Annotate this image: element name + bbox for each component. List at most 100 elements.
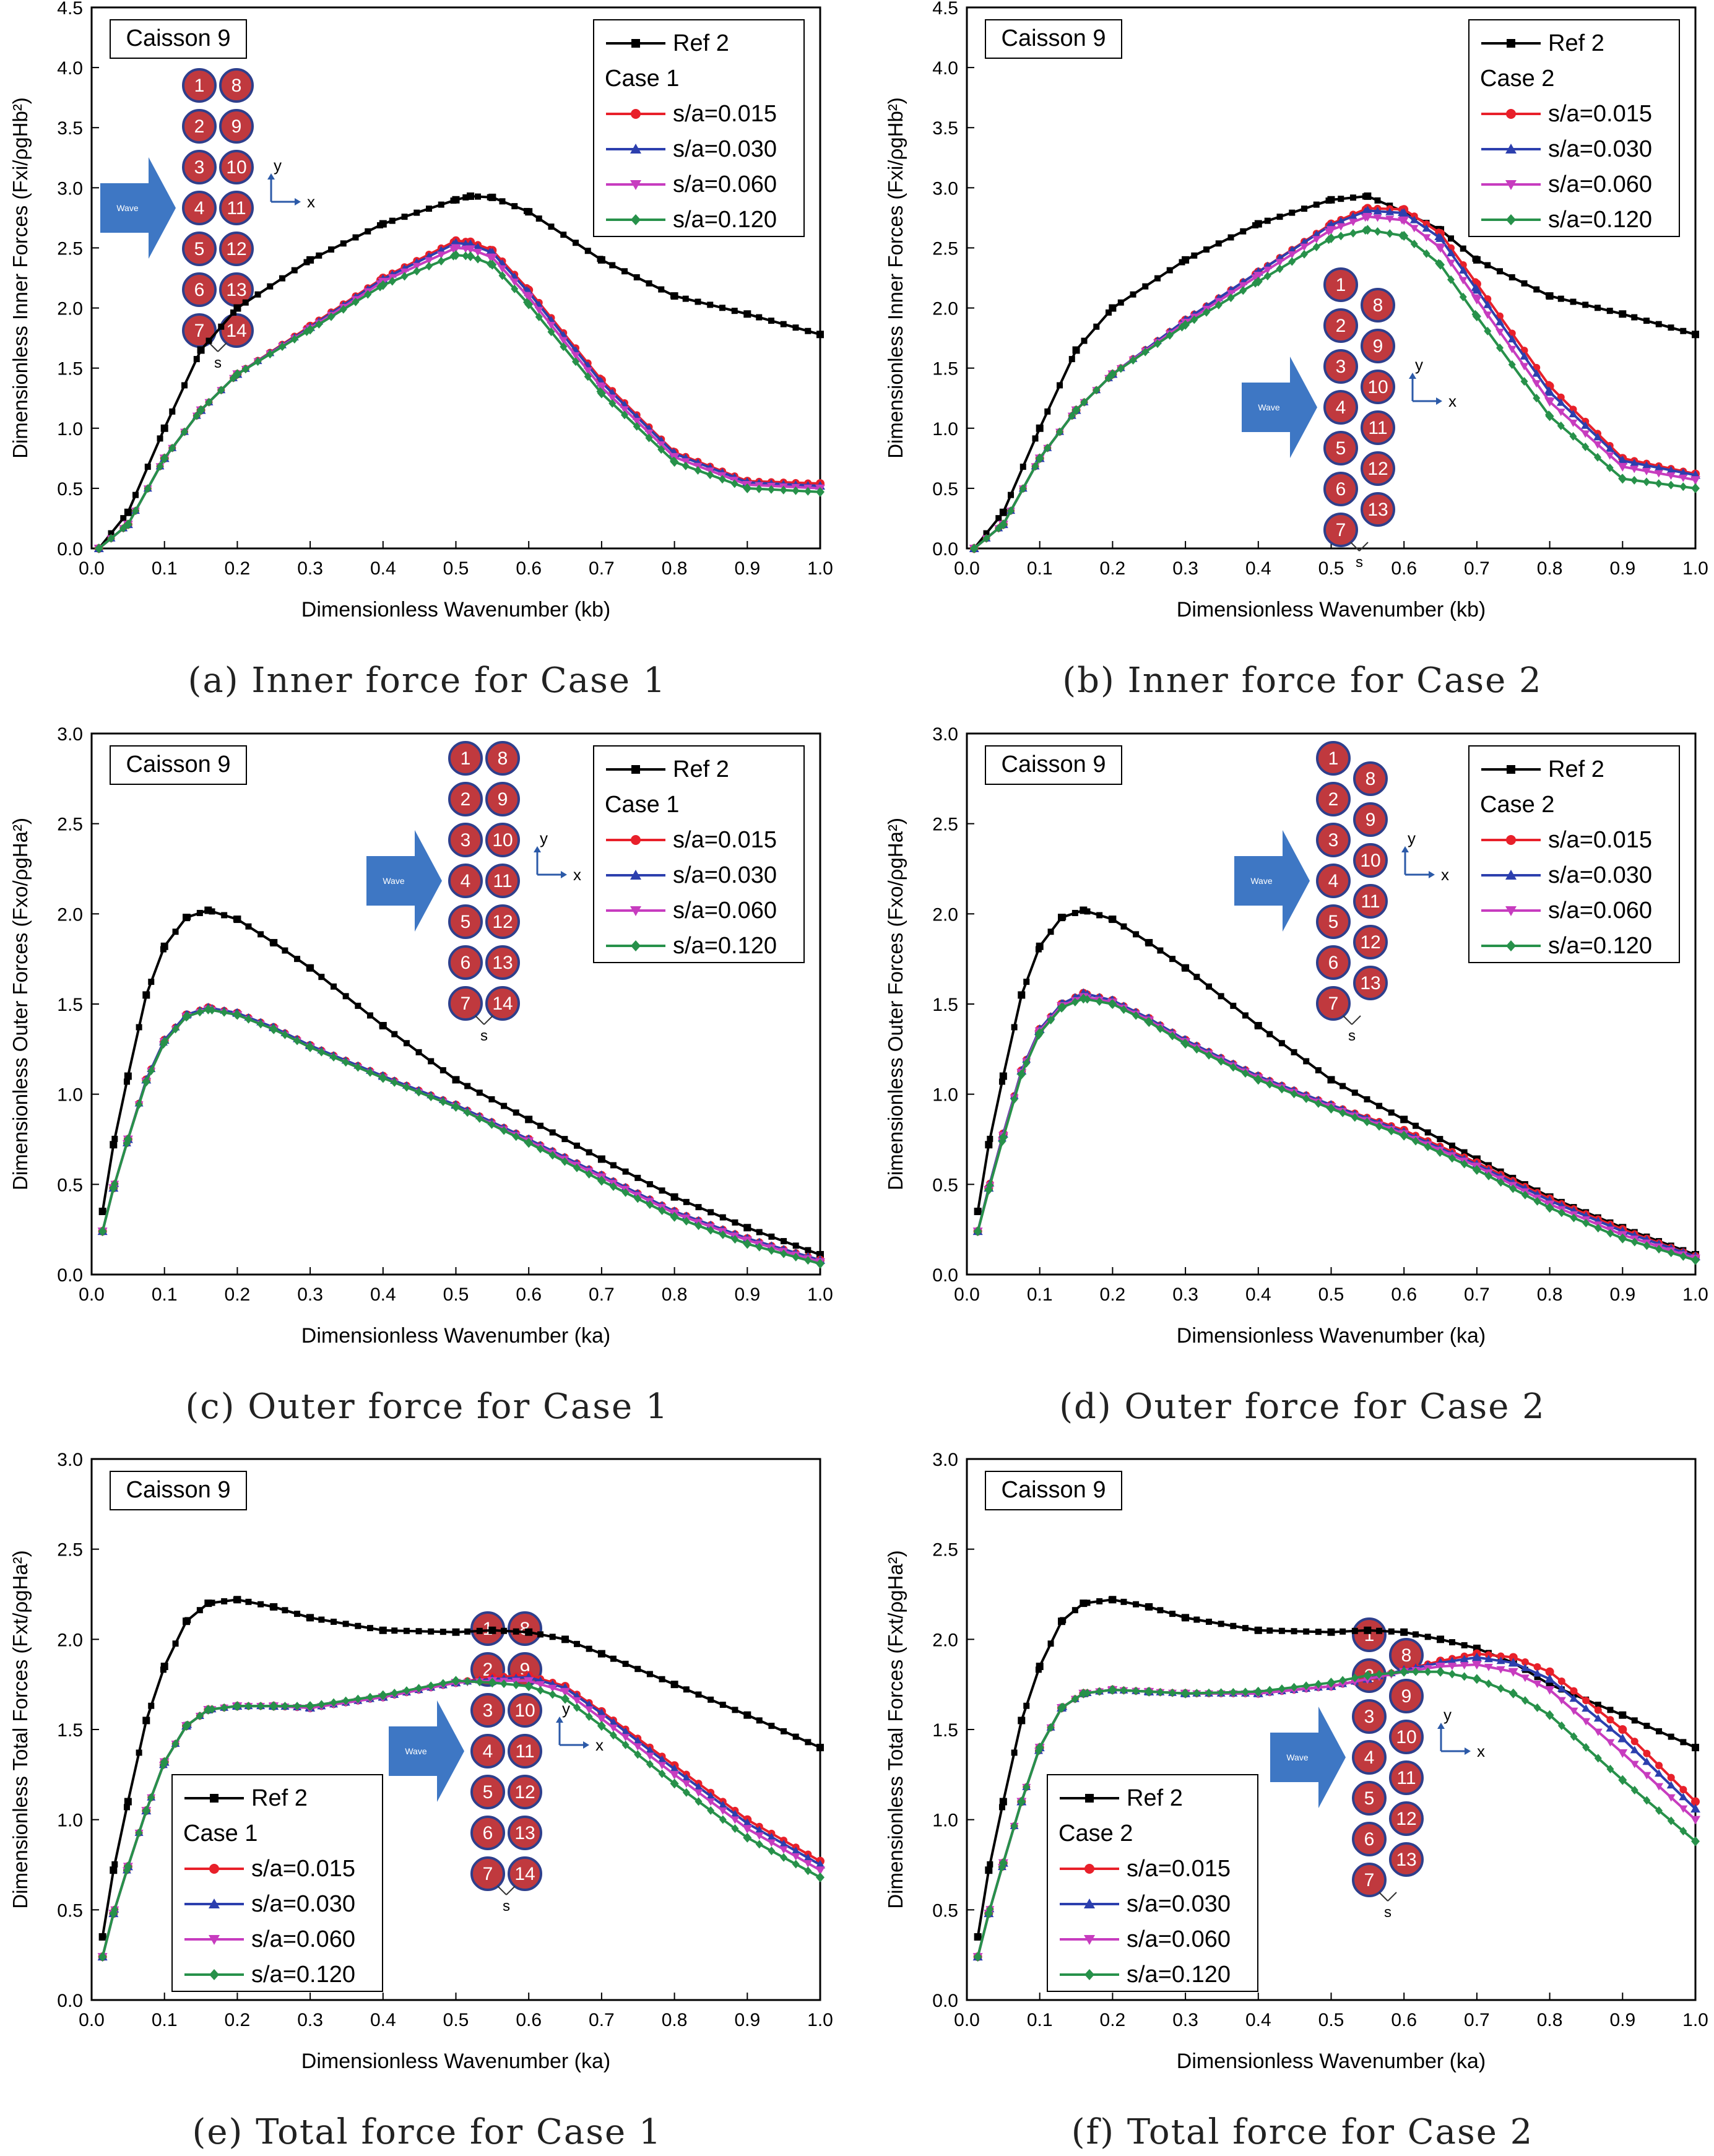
y-tick-label: 1.5	[57, 995, 83, 1015]
data-point	[1471, 285, 1482, 294]
data-point	[467, 192, 475, 200]
chart-panel: 0.0 0.1 0.2 0.3 0.4 0.5 0.6 0.7 0.8 0.9 1.0 0.0 0.5 1…	[884, 724, 1708, 1427]
series-point	[1594, 1754, 1602, 1763]
series-point	[366, 1068, 374, 1077]
panel-caption: (b) Inner force for Case 2	[1062, 660, 1542, 701]
x-tick-label: 0.0	[954, 1284, 980, 1305]
data-point	[670, 1193, 678, 1201]
legend-entry: s/a=0.015	[1548, 101, 1652, 127]
series-point	[1447, 259, 1456, 267]
data-point	[524, 1681, 534, 1692]
caisson-number: 8	[1373, 295, 1383, 316]
series-point	[1495, 329, 1505, 337]
y-tick-label: 0.5	[932, 479, 958, 500]
series-point	[1096, 997, 1104, 1007]
caisson-circle	[448, 782, 483, 816]
series-point	[340, 240, 347, 247]
series-point	[221, 912, 228, 919]
series-point	[620, 406, 630, 414]
series-point	[1595, 1702, 1601, 1708]
series-point	[536, 1681, 545, 1689]
series-point	[1227, 293, 1235, 303]
legend-swatch-marker	[1084, 1864, 1094, 1874]
series-point	[1582, 1743, 1590, 1752]
data-point	[596, 1715, 607, 1724]
series-point	[694, 1789, 703, 1797]
legend-swatch-marker	[1084, 1898, 1095, 1908]
x-tick-label: 0.3	[297, 558, 323, 579]
data-point	[306, 1701, 315, 1712]
data-point	[1327, 1628, 1335, 1636]
series-point	[1007, 506, 1015, 516]
data-point	[160, 424, 168, 432]
series-point	[986, 1905, 994, 1914]
x-tick-label: 0.7	[1464, 2010, 1490, 2030]
series-point	[206, 337, 212, 344]
series-point	[123, 1804, 130, 1811]
legend-group-label: Case 2	[1480, 792, 1554, 818]
series-point	[1484, 326, 1492, 336]
series-point	[792, 1252, 800, 1262]
legend-entry: Ref 2	[251, 1785, 308, 1811]
series-point	[156, 462, 164, 471]
caisson-circle	[508, 1775, 542, 1809]
series-point	[1655, 321, 1662, 327]
caisson-circle	[448, 823, 483, 857]
data-point	[233, 1596, 241, 1604]
series-point	[1388, 1109, 1395, 1116]
series-point	[1047, 1640, 1054, 1647]
series-point	[258, 1601, 264, 1608]
series-point	[1532, 369, 1541, 377]
series-point	[1239, 282, 1248, 290]
data-point	[1018, 1717, 1026, 1725]
caisson-circle	[1323, 267, 1358, 302]
caisson-number: 4	[461, 871, 471, 891]
y-axis-label: y	[274, 156, 282, 175]
data-point	[306, 324, 315, 335]
caisson-circle	[470, 1856, 505, 1891]
series-point	[1508, 274, 1515, 281]
series-point	[1680, 327, 1687, 334]
data-point	[1435, 233, 1446, 242]
legend-entry: s/a=0.060	[1548, 898, 1652, 924]
data-point	[1617, 1733, 1628, 1743]
series-point	[791, 1853, 800, 1861]
series-point	[547, 322, 556, 330]
series-point	[609, 1182, 617, 1191]
gap-label: s	[503, 1898, 510, 1915]
series-point	[1266, 1080, 1274, 1089]
gap-marker	[1387, 1892, 1397, 1902]
data-point	[1472, 311, 1481, 322]
caisson-number: 13	[1360, 973, 1380, 994]
series-point	[1569, 1707, 1578, 1715]
series-point	[560, 342, 568, 352]
series-point	[1031, 462, 1039, 471]
series-point	[767, 1839, 776, 1847]
caisson-number: 3	[483, 1700, 493, 1721]
series-point	[425, 262, 433, 271]
caisson-number: 7	[483, 1864, 493, 1884]
series-point	[1448, 1663, 1457, 1671]
series-point	[706, 1791, 716, 1799]
series-point	[205, 397, 213, 407]
series-point	[1117, 299, 1124, 306]
y-tick-label: 2.5	[57, 238, 83, 259]
series-point	[718, 1807, 727, 1815]
caisson-circle	[182, 68, 217, 103]
series-point	[1461, 1642, 1468, 1648]
series-point	[401, 214, 408, 220]
data-point	[306, 964, 314, 972]
series-point	[1154, 339, 1162, 349]
series-point	[258, 931, 264, 938]
data-point	[306, 256, 314, 264]
series-point	[1340, 1628, 1346, 1635]
wave-arrow-icon	[1242, 357, 1317, 458]
data-point	[306, 1614, 314, 1622]
series-point	[1412, 1136, 1420, 1146]
series-point	[1533, 1663, 1541, 1671]
series-point	[755, 1825, 764, 1833]
caisson-circle	[508, 1611, 542, 1646]
series-point	[768, 1723, 775, 1730]
series-point	[634, 1174, 641, 1181]
series-point	[658, 1206, 666, 1215]
